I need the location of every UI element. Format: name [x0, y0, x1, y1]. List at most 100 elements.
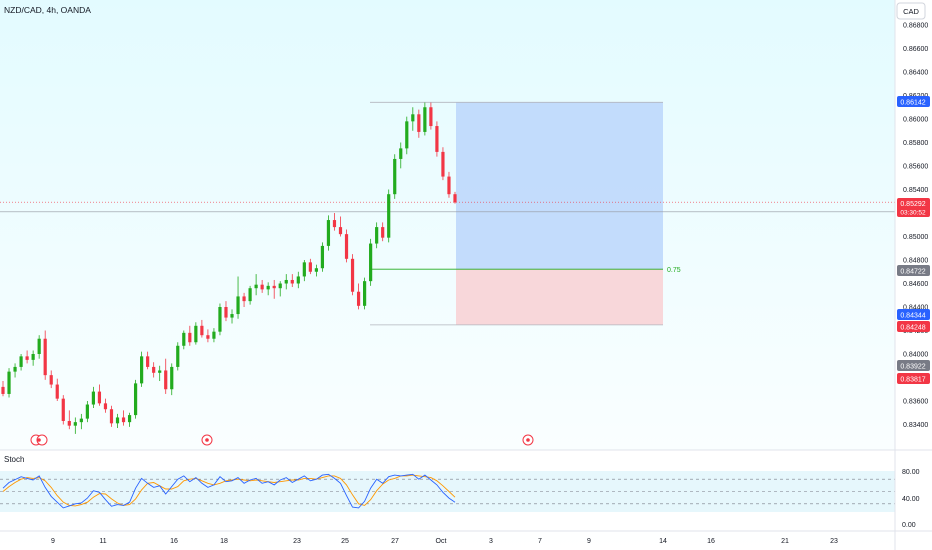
- price-tick-label: 0.83400: [903, 422, 928, 429]
- time-tick-label: 3: [489, 538, 493, 545]
- candle-body: [242, 296, 246, 302]
- event-marker-icon[interactable]: [522, 434, 534, 446]
- candle-body: [182, 332, 186, 346]
- time-tick-label: 9: [587, 538, 591, 545]
- candle-body: [387, 194, 391, 238]
- candle-body: [13, 366, 17, 372]
- event-marker-icon[interactable]: [30, 434, 48, 446]
- currency-button[interactable]: CAD: [896, 2, 926, 20]
- candle-body: [1, 386, 5, 394]
- candle-body: [224, 307, 228, 318]
- time-tick-label: 14: [659, 538, 667, 545]
- time-tick-label: 23: [293, 538, 301, 545]
- price-tag-entry: 0.84344: [897, 309, 930, 320]
- price-tag-last: 0.85292 03:30:52: [897, 198, 930, 217]
- candle-body: [61, 398, 65, 421]
- candle-body: [91, 391, 95, 405]
- time-tick-label: 25: [341, 538, 349, 545]
- time-tick-label: 9: [51, 538, 55, 545]
- currency-label: CAD: [903, 7, 919, 16]
- candle-body: [200, 325, 204, 336]
- candle-body: [97, 391, 102, 404]
- candle-body: [350, 258, 355, 292]
- time-tick-label: 11: [99, 538, 106, 545]
- price-tick-label: 0.86000: [903, 117, 928, 124]
- candle-body: [326, 220, 331, 246]
- candle-body: [164, 370, 168, 390]
- candle-body: [115, 417, 120, 424]
- event-marker-icon[interactable]: [201, 434, 213, 446]
- stoch-level-40: 40.00: [902, 496, 920, 503]
- price-tick-label: 0.84800: [903, 258, 928, 265]
- candle-body: [260, 284, 264, 290]
- time-tick-label: 27: [391, 538, 399, 545]
- price-tick-label: 0.85600: [903, 164, 928, 171]
- price-tick-label: 0.84600: [903, 281, 928, 288]
- candle-body: [272, 285, 276, 289]
- profit-zone[interactable]: [456, 102, 663, 270]
- time-tick-label: 18: [220, 538, 228, 545]
- candle-body: [290, 279, 294, 284]
- candle-body: [399, 148, 403, 159]
- candle-body: [266, 285, 270, 290]
- candle-body: [248, 288, 252, 302]
- candle-body: [381, 227, 385, 238]
- svg-text:0.86142: 0.86142: [900, 100, 925, 107]
- price-tag-gray-low: 0.83922: [897, 360, 930, 371]
- time-tick-label: 23: [830, 538, 838, 545]
- candle-body: [158, 370, 162, 373]
- candle-body: [85, 404, 89, 419]
- candle-body: [405, 121, 409, 149]
- candle-body: [417, 114, 421, 132]
- svg-text:0.85292: 0.85292: [900, 201, 925, 208]
- time-tick-label: 16: [170, 538, 178, 545]
- price-tag-red-low: 0.83817: [897, 373, 930, 384]
- candle-body: [423, 107, 427, 132]
- candle-body: [284, 279, 288, 284]
- candle-body: [369, 243, 373, 282]
- candle-body: [194, 325, 198, 343]
- candle-body: [393, 158, 397, 195]
- candle-body: [146, 356, 150, 367]
- candle-body: [218, 307, 222, 332]
- price-tick-label: 0.83600: [903, 399, 928, 406]
- candle-body: [338, 227, 343, 235]
- stoch-label: Stoch: [4, 455, 24, 464]
- candle-body: [363, 281, 367, 306]
- candle-body: [435, 126, 439, 152]
- candle-body: [176, 345, 180, 367]
- stoch-k-line: [2, 473, 456, 509]
- candle-body: [109, 409, 114, 424]
- candle-body: [37, 338, 41, 354]
- price-tag-stop: 0.84248: [897, 321, 930, 332]
- candle-body: [278, 283, 282, 289]
- price-tick-label: 0.84000: [903, 352, 928, 359]
- candle-body: [19, 356, 23, 367]
- candle-body: [188, 332, 192, 343]
- candle-body: [103, 403, 108, 410]
- candle-body: [429, 107, 433, 127]
- candle-body: [7, 371, 11, 394]
- candle-body: [302, 262, 306, 277]
- stoch-level-0: 0.00: [902, 522, 916, 529]
- candle-body: [67, 420, 71, 426]
- candle-body: [152, 366, 156, 373]
- loss-zone[interactable]: [456, 269, 663, 325]
- candle-body: [254, 284, 258, 289]
- candle-body: [127, 415, 132, 423]
- candle-body: [230, 314, 234, 318]
- price-tick-label: 0.85800: [903, 140, 928, 147]
- svg-text:0.84344: 0.84344: [900, 313, 925, 320]
- candle-body: [79, 418, 83, 423]
- countdown-label: 03:30:52: [900, 210, 926, 217]
- candle-body: [212, 331, 216, 339]
- candle-body: [411, 114, 415, 122]
- candle-body: [43, 338, 47, 376]
- price-tag-target: 0.86142: [897, 96, 930, 107]
- time-tick-label: 16: [707, 538, 715, 545]
- candle-body: [320, 245, 325, 269]
- symbol-label: NZD/CAD, 4h, OANDA: [4, 5, 91, 15]
- stoch-level-80: 80.00: [902, 469, 920, 476]
- price-tag-level-075: 0.84722: [897, 265, 930, 276]
